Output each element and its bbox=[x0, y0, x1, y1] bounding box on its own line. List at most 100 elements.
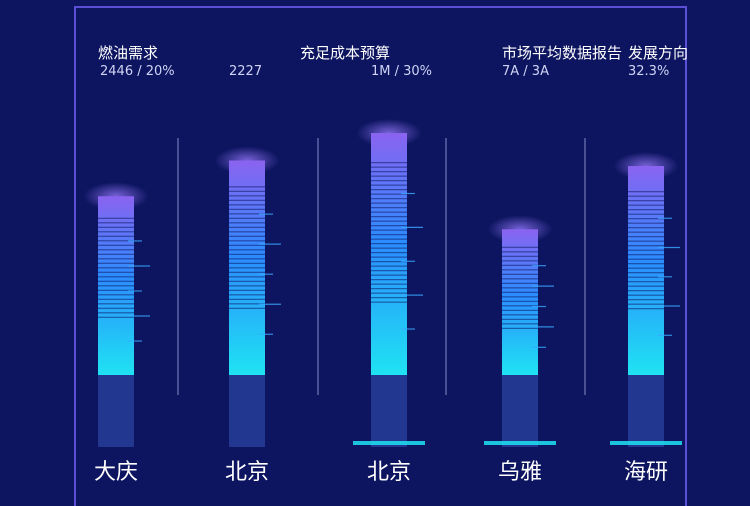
bar-stripe bbox=[371, 252, 407, 254]
bar-stripe bbox=[502, 246, 538, 248]
bar-stripe bbox=[371, 202, 407, 204]
bar-stripe bbox=[628, 240, 664, 242]
bar-stripe bbox=[371, 261, 407, 263]
top-label-title-3: 市场平均数据报告 bbox=[502, 44, 623, 62]
bar-stripe bbox=[371, 297, 407, 299]
bar-stripe bbox=[628, 303, 664, 305]
bar-stripe bbox=[371, 171, 407, 173]
bar-stripe bbox=[628, 276, 664, 278]
bar-stripe bbox=[371, 292, 407, 294]
bar-stripe bbox=[98, 267, 134, 269]
bar-stripe bbox=[229, 240, 265, 242]
top-label-value-1: 2227 bbox=[229, 64, 263, 79]
bar-stripe bbox=[98, 303, 134, 305]
bar-stripe bbox=[98, 298, 134, 300]
bar-stripe bbox=[628, 308, 664, 310]
category-label-2: 北京 bbox=[367, 460, 412, 485]
bar-stripe bbox=[98, 271, 134, 273]
bar-group-2 bbox=[353, 119, 425, 447]
bar-stripe bbox=[502, 296, 538, 298]
bar-stripe bbox=[628, 249, 664, 251]
category-label-4: 海研 bbox=[624, 460, 669, 485]
bar-base bbox=[628, 375, 664, 447]
bar-stripe bbox=[371, 184, 407, 186]
bar-stripe bbox=[502, 269, 538, 271]
bar-stripe bbox=[229, 222, 265, 224]
bar-stripe bbox=[98, 307, 134, 309]
bar-stripe bbox=[229, 213, 265, 215]
bar-stripe bbox=[98, 226, 134, 228]
bar-stripe bbox=[628, 258, 664, 260]
bar-stripe bbox=[229, 294, 265, 296]
bar-stripe bbox=[229, 253, 265, 255]
bar-stripe bbox=[98, 294, 134, 296]
bar-stripe bbox=[98, 231, 134, 233]
bar-stripe bbox=[502, 287, 538, 289]
bar-stripe bbox=[371, 162, 407, 164]
bar bbox=[371, 133, 407, 375]
bar-stripe bbox=[98, 240, 134, 242]
bar-stripe bbox=[628, 222, 664, 224]
top-label-title-0: 燃油需求 bbox=[98, 44, 159, 62]
bar bbox=[502, 229, 538, 375]
bar-underline bbox=[610, 441, 682, 445]
bar-stripe bbox=[628, 254, 664, 256]
bar-stripe bbox=[628, 281, 664, 283]
bar-stripe bbox=[628, 267, 664, 269]
bar-stripe bbox=[98, 316, 134, 318]
bar-stripe bbox=[229, 217, 265, 219]
bar-stripe bbox=[628, 213, 664, 215]
bar-base bbox=[98, 375, 134, 447]
bar-stripe bbox=[371, 238, 407, 240]
bar-stripe bbox=[502, 309, 538, 311]
category-label-1: 北京 bbox=[225, 460, 270, 485]
bar-stripe bbox=[502, 264, 538, 266]
bar-stripe bbox=[229, 249, 265, 251]
bar-stripe bbox=[371, 207, 407, 209]
top-label-value-3: 7A / 3A bbox=[502, 64, 549, 79]
bar-stripe bbox=[502, 278, 538, 280]
bar-stripe bbox=[229, 262, 265, 264]
bar-stripe bbox=[98, 276, 134, 278]
bar-stripe bbox=[628, 285, 664, 287]
bar-stripe bbox=[371, 274, 407, 276]
bar-stripe bbox=[229, 307, 265, 309]
bar-stripe bbox=[98, 258, 134, 260]
bar-stripe bbox=[98, 262, 134, 264]
bar-stripe bbox=[628, 204, 664, 206]
bar-stripe bbox=[502, 251, 538, 253]
bar-stripe bbox=[628, 290, 664, 292]
bar-stripe bbox=[98, 280, 134, 282]
bar-stripe bbox=[229, 303, 265, 305]
bar-stripe bbox=[628, 209, 664, 211]
bar-group-3 bbox=[484, 215, 556, 447]
bar-stripe bbox=[628, 263, 664, 265]
bar-stripe bbox=[371, 279, 407, 281]
bar-stripe bbox=[229, 271, 265, 273]
bar-stripe bbox=[229, 231, 265, 233]
bar-stripe bbox=[98, 289, 134, 291]
bar-stripe bbox=[229, 226, 265, 228]
bar-stripe bbox=[502, 305, 538, 307]
bar-stripe bbox=[502, 260, 538, 262]
bar-stripe bbox=[229, 267, 265, 269]
bar-group-1 bbox=[214, 146, 281, 447]
bar-stripe bbox=[229, 235, 265, 237]
top-label-value-4: 32.3% bbox=[628, 64, 670, 79]
bar-stripe bbox=[628, 195, 664, 197]
bar-stripe bbox=[371, 256, 407, 258]
bar-stripe bbox=[229, 280, 265, 282]
bar-stripe bbox=[628, 200, 664, 202]
bar-stripe bbox=[371, 243, 407, 245]
bar-stripe bbox=[628, 245, 664, 247]
bar-group-4 bbox=[610, 152, 682, 447]
bar-stripe bbox=[371, 211, 407, 213]
bar-base bbox=[371, 375, 407, 447]
bar-stripe bbox=[98, 222, 134, 224]
bar-stripe bbox=[371, 265, 407, 267]
bar-stripe bbox=[229, 298, 265, 300]
bar-stripe bbox=[229, 276, 265, 278]
bar-stripe bbox=[371, 166, 407, 168]
bar-stripe bbox=[502, 282, 538, 284]
